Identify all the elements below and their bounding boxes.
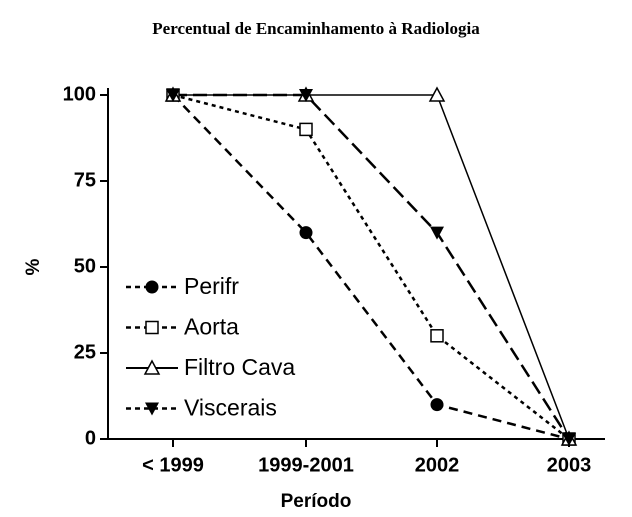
series-line	[172, 94, 570, 441]
series-line	[172, 93, 570, 440]
y-tick-label: 50	[74, 255, 96, 277]
x-tick-label: 1999-2001	[258, 454, 354, 476]
series-line	[173, 94, 570, 440]
legend-label: Filtro Cava	[184, 354, 295, 380]
point	[562, 433, 576, 446]
point	[428, 86, 446, 102]
point	[430, 398, 444, 412]
y-tick-label: 100	[63, 83, 96, 105]
legend-marker	[145, 402, 159, 416]
y-tick-label: 0	[85, 427, 96, 449]
legend-label: Perifr	[184, 273, 239, 299]
chart-title: Percentual de Encaminhamento à Radiologi…	[152, 19, 480, 38]
legend-label: Aorta	[184, 314, 239, 340]
point	[430, 226, 444, 240]
point	[299, 89, 313, 102]
x-tick-label: 2003	[547, 454, 592, 476]
point	[299, 226, 313, 240]
point	[299, 122, 313, 137]
legend-marker	[145, 280, 159, 294]
y-tick-label: 75	[74, 169, 96, 191]
legend-marker	[143, 359, 161, 375]
y-axis-label: %	[23, 258, 44, 275]
series-line	[173, 93, 571, 440]
x-tick-label: < 1999	[142, 454, 204, 476]
legend-label: Viscerais	[184, 395, 277, 421]
point	[166, 89, 180, 102]
legend-marker	[145, 320, 159, 335]
point	[430, 329, 444, 343]
x-tick-label: 2002	[415, 454, 460, 476]
y-tick-label: 25	[74, 341, 96, 363]
x-axis-label: Período	[281, 491, 352, 512]
